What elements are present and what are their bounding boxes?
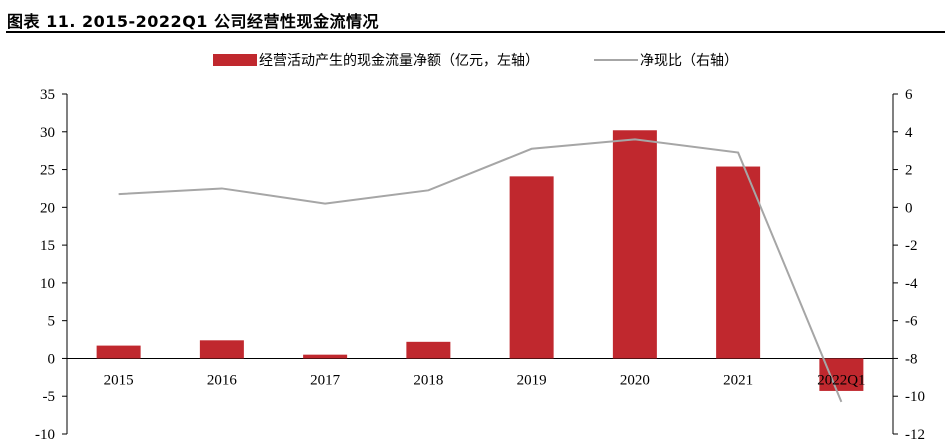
right-tick-label: -10 [905, 389, 925, 405]
x-tick-label: 2015 [104, 372, 134, 388]
bar-2020 [612, 130, 657, 359]
bar-2019 [509, 176, 554, 359]
chart-title: 图表 11. 2015-2022Q1 公司经营性现金流情况 [7, 12, 379, 31]
left-tick-label: 5 [48, 314, 56, 330]
bar-2016 [199, 340, 244, 359]
bar-2015 [96, 345, 141, 359]
right-tick-label: 6 [905, 87, 913, 103]
left-tick-label: -10 [35, 427, 55, 441]
x-tick-label: 2022Q1 [817, 372, 865, 388]
right-tick-label: -6 [905, 314, 918, 330]
x-tick-label: 2020 [620, 372, 650, 388]
x-tick-label: 2017 [310, 372, 341, 388]
bar-2017 [303, 354, 348, 359]
legend: 经营活动产生的现金流量净额（亿元，左轴） 净现比（右轴） [213, 53, 738, 69]
left-tick-label: 30 [40, 125, 55, 141]
left-tick-label: 35 [40, 87, 55, 103]
x-tick-label: 2016 [207, 372, 238, 388]
right-tick-label: 2 [905, 163, 913, 179]
x-tick-label: 2018 [413, 372, 443, 388]
right-tick-label: -2 [905, 238, 918, 254]
x-tick-label: 2021 [723, 372, 753, 388]
right-tick-label: -12 [905, 427, 925, 441]
right-tick-label: -4 [905, 276, 918, 292]
left-tick-label: 10 [40, 276, 55, 292]
left-tick-label: 15 [40, 238, 55, 254]
legend-line-label: 净现比（右轴） [640, 53, 738, 69]
x-tick-label: 2019 [517, 372, 547, 388]
left-tick-label: 25 [40, 163, 55, 179]
right-tick-label: -8 [905, 351, 918, 367]
bar-2018 [406, 341, 451, 359]
bar-series [96, 130, 864, 391]
net-cash-ratio-line [118, 138, 843, 403]
legend-bar-label: 经营活动产生的现金流量净额（亿元，左轴） [259, 53, 539, 69]
line-series [118, 138, 843, 403]
left-tick-label: -5 [43, 389, 56, 405]
right-tick-label: 4 [905, 125, 913, 141]
title-underline [6, 31, 945, 33]
right-tick-label: 0 [905, 200, 913, 216]
bar-2021 [716, 166, 761, 359]
left-tick-label: 0 [48, 351, 56, 367]
x-axis-labels: 2015 2016 2017 2018 2019 2020 2021 2022Q1 [104, 372, 866, 388]
left-tick-label: 20 [40, 200, 55, 216]
title-bar: 图表 11. 2015-2022Q1 公司经营性现金流情况 [0, 0, 951, 34]
legend-bar-swatch [213, 54, 257, 66]
